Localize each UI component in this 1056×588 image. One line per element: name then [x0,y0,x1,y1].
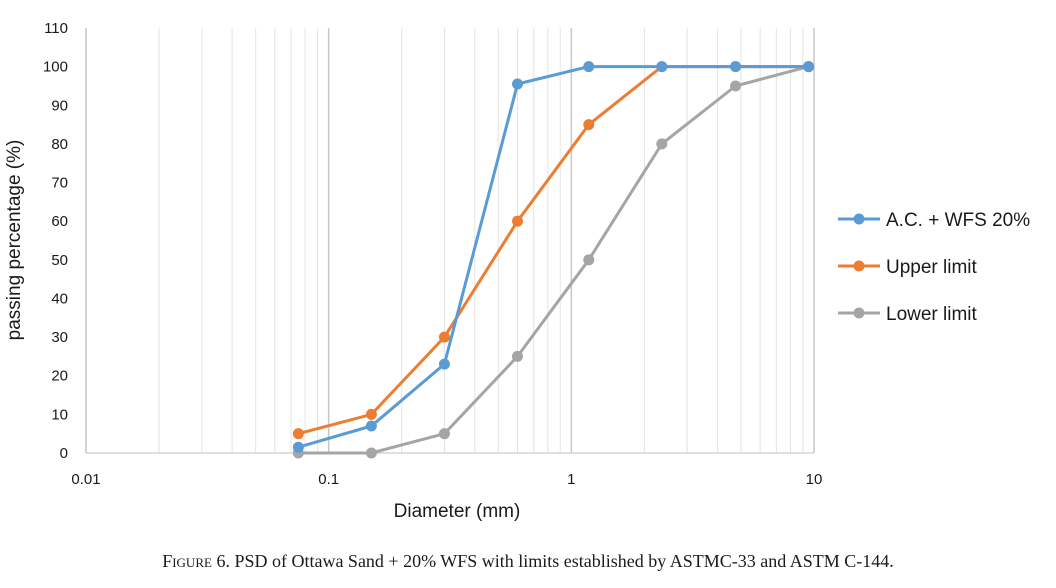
y-tick-label: 10 [51,406,68,423]
data-point [438,428,450,440]
data-point [438,358,450,370]
data-point [438,331,450,343]
data-point [656,138,668,150]
series-line [297,65,809,449]
x-axis-title: Diameter (mm) [394,501,521,522]
figure-caption-label: Figure [162,551,212,571]
data-point [656,61,668,73]
data-point [511,215,523,227]
data-point [730,61,742,73]
y-tick-label: 80 [51,136,68,153]
x-tick-label: 1 [567,471,575,488]
legend-label: Lower limit [886,304,978,325]
legend-entry: Lower limit [838,304,978,325]
legend-label: Upper limit [886,257,978,278]
legend-entry: A.C. + WFS 20% [838,210,1030,231]
y-tick-label: 0 [60,445,68,462]
x-tick-label: 10 [806,471,823,488]
x-tick-labels: 0.01 0.1 1 10 [71,471,822,488]
legend-swatch-marker [853,307,865,319]
data-point [365,447,377,459]
data-point [583,61,595,73]
series [292,61,815,459]
data-point [583,119,595,131]
y-tick-label: 40 [51,290,68,307]
legend-swatch-marker [853,213,865,225]
x-tick-label: 0.01 [71,471,100,488]
data-point [511,350,523,362]
y-tick-label: 100 [43,59,68,76]
y-tick-labels: 0 10 20 30 40 50 60 70 80 90 100 110 [43,20,68,462]
series-line [297,65,809,436]
series-0 [292,61,815,453]
x-tick-label: 0.1 [318,471,339,488]
series-line [298,65,809,455]
grid [85,28,815,453]
y-tick-label: 20 [51,368,68,385]
series-1 [292,61,815,440]
legend-entry: Upper limit [838,257,978,278]
legend: A.C. + WFS 20% Upper limit Lower limit [838,210,1030,325]
data-point [511,78,523,90]
legend-swatch-marker [853,260,865,272]
figure-caption-text: 6. PSD of Ottawa Sand + 20% WFS with lim… [211,551,894,571]
axes [85,28,814,454]
data-point [292,441,304,453]
y-tick-label: 60 [51,213,68,230]
figure-caption: Figure 6. PSD of Ottawa Sand + 20% WFS w… [0,551,1056,572]
y-tick-label: 70 [51,175,68,192]
y-tick-label: 90 [51,97,68,114]
data-point [292,428,304,440]
data-point [365,420,377,432]
data-point [365,408,377,420]
legend-label: A.C. + WFS 20% [886,210,1030,231]
y-tick-label: 50 [51,252,68,269]
y-axis-title: passing percentage (%) [4,140,25,341]
data-point [803,61,815,73]
series-2 [292,61,815,459]
y-tick-label: 30 [51,329,68,346]
y-tick-label: 110 [44,20,68,37]
data-point [583,254,595,266]
data-point [730,80,742,92]
